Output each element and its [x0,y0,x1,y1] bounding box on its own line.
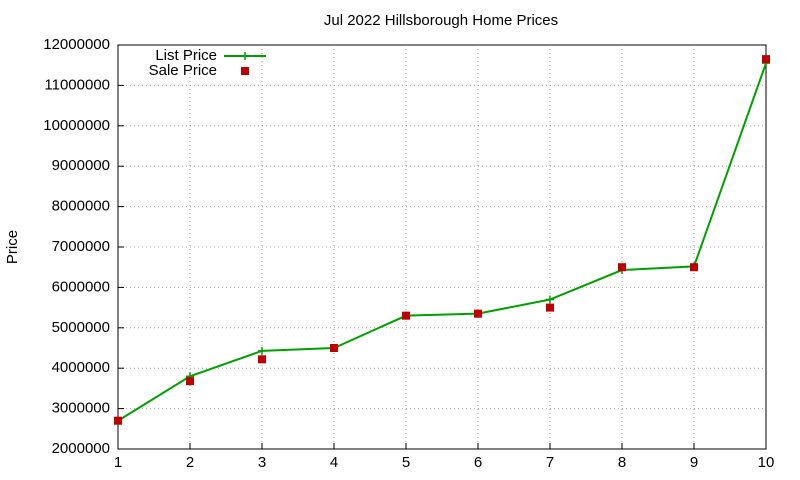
data-point [618,263,626,272]
legend-label: List Price [155,47,217,64]
data-point [690,263,698,272]
y-axis-label: Price [4,230,21,264]
data-line [117,62,767,422]
y-tick-label: 2000000 [52,440,110,457]
data-point [546,295,554,304]
x-tick-label: 6 [474,454,482,471]
data-point [762,55,770,64]
x-tick-label: 3 [258,454,266,471]
y-tick-label: 4000000 [52,359,110,376]
y-tick-label: 8000000 [52,198,110,215]
data-point [258,346,266,355]
x-tick-label: 2 [186,454,194,471]
x-tick-label: 9 [690,454,698,471]
x-tick-label: 1 [114,454,122,471]
x-tick-label: 4 [330,454,338,471]
x-tick-label: 5 [402,454,410,471]
y-tick-label: 7000000 [52,238,110,255]
data-point [402,311,410,320]
x-tick-label: 8 [618,454,626,471]
data-point [546,303,554,312]
legend-key [241,67,249,75]
x-tick-label: 10 [758,454,775,471]
y-tick-label: 9000000 [52,157,110,174]
y-tick-label: 11000000 [44,76,110,93]
legend-key [241,52,249,60]
x-tick-label: 7 [546,454,554,471]
data-point [474,309,482,318]
y-tick-label: 6000000 [52,278,110,295]
legend-label: Sale Price [149,62,217,79]
y-tick-label: 12000000 [43,36,110,53]
y-tick-label: 3000000 [52,400,110,417]
y-tick-label: 5000000 [52,319,110,336]
data-point [330,344,338,352]
data-point [258,355,266,364]
chart-title: Jul 2022 Hillsborough Home Prices [324,12,558,29]
data-point [186,377,194,386]
y-tick-label: 10000000 [43,117,110,134]
data-point [114,416,122,425]
